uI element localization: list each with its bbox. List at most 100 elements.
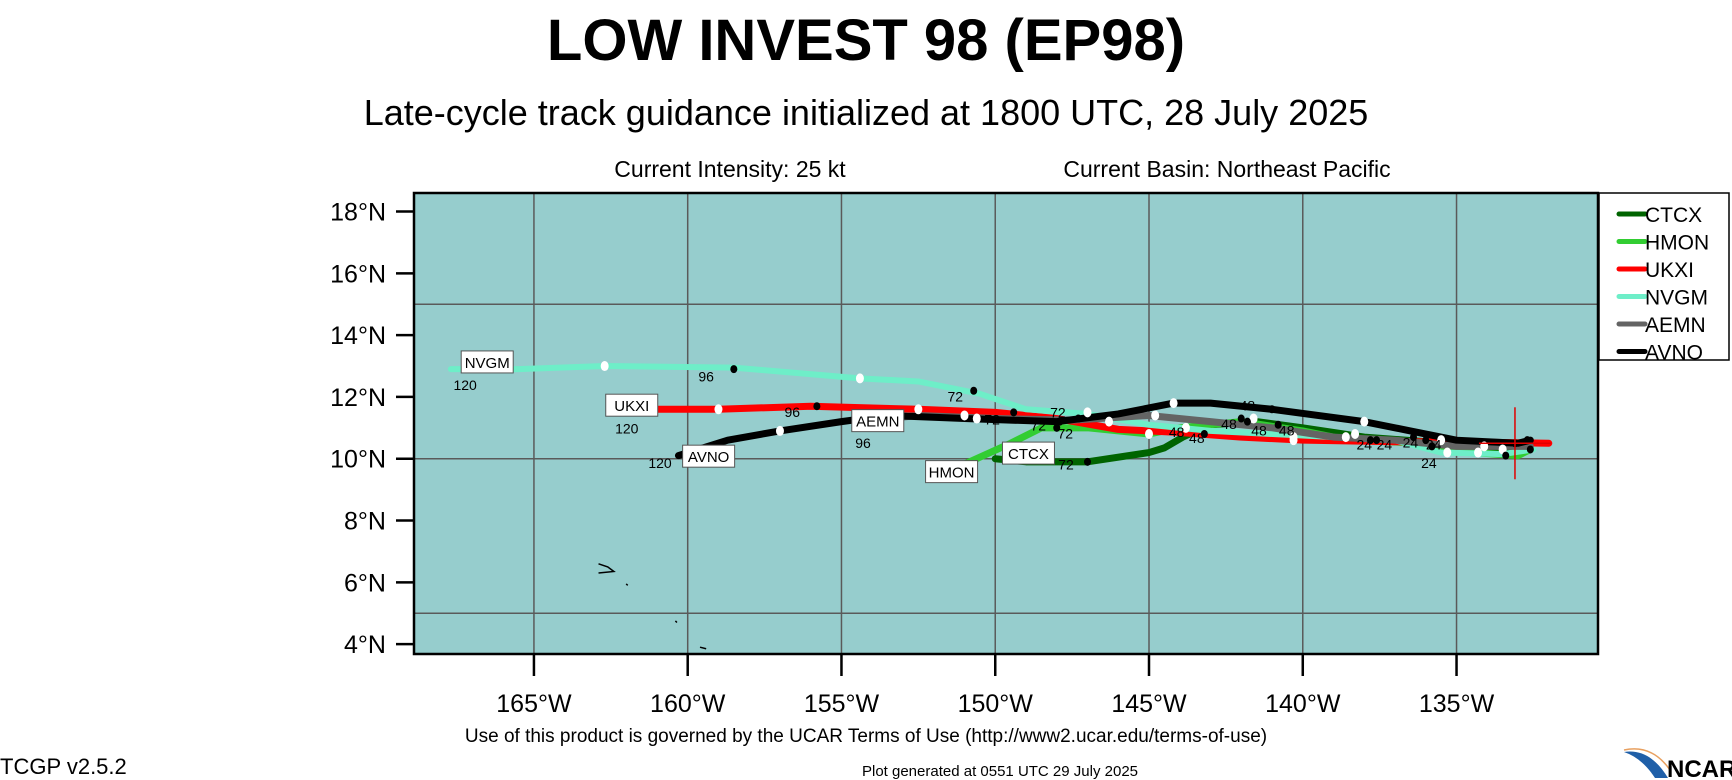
terms-of-use: Use of this product is governed by the U… <box>465 726 1267 747</box>
x-tick-label: 160°W <box>650 690 726 718</box>
forecast-hour-label: 24 <box>1377 436 1393 452</box>
track-marker-black <box>1366 436 1374 445</box>
track-marker-white <box>1249 413 1258 424</box>
forecast-hour-label: 24 <box>1403 435 1419 451</box>
current-position-marker <box>1478 407 1551 480</box>
forecast-hour-label: 24 <box>1426 436 1442 452</box>
y-tick-label: 8°N <box>344 508 386 536</box>
y-tick-label: 6°N <box>344 569 386 597</box>
legend-label-ctcx: CTCX <box>1645 204 1702 227</box>
track-marker-white <box>1145 429 1154 440</box>
track-marker-white <box>600 361 609 372</box>
axes: 18°N 16°N 14°N 12°N 10°N 8°N 6°N 4°N 165°W 160°W 1… <box>330 199 1494 718</box>
forecast-hour-label: 72 <box>1031 418 1047 434</box>
model-label-box <box>851 409 905 433</box>
forecast-hour-label: 48 <box>1189 430 1205 446</box>
y-tick-label: 12°N <box>330 384 386 412</box>
chart-subtitle: Late-cycle track guidance initialized at… <box>364 92 1369 133</box>
model-label-avno: AVNO <box>688 449 729 466</box>
track-marker-black <box>1237 414 1245 423</box>
model-label-aemn: AEMN <box>856 414 899 431</box>
y-tick-label: 4°N <box>344 631 386 659</box>
track-marker-white <box>1083 407 1092 418</box>
model-label-box <box>925 460 979 484</box>
track-marker-white <box>1105 416 1114 427</box>
track-marker-black <box>1523 436 1531 445</box>
track-marker-black <box>1373 436 1381 445</box>
track-nvgm <box>447 363 1537 458</box>
track-marker-black <box>730 365 738 374</box>
island-coastline <box>625 583 629 586</box>
model-label-box <box>460 350 514 374</box>
model-label-box <box>682 444 736 468</box>
track-marker-black <box>1074 414 1082 423</box>
legend-label-nvgm: NVGM <box>1645 287 1708 310</box>
forecast-hour-label: 72 <box>1050 405 1066 421</box>
track-marker-white <box>1169 398 1178 409</box>
track-marker-white <box>1341 432 1350 443</box>
model-label-box <box>1001 441 1055 465</box>
track-marker-black <box>1526 445 1534 454</box>
track-marker-white <box>972 413 981 424</box>
model-label-nvgm: NVGM <box>465 355 510 372</box>
x-tick-label: 165°W <box>496 690 572 718</box>
x-tick-label: 135°W <box>1419 690 1495 718</box>
track-marker-white <box>1360 416 1369 427</box>
track-marker-white <box>1443 447 1452 458</box>
track-marker-black <box>1200 430 1208 439</box>
track-marker-white <box>1151 410 1160 421</box>
track-marker-white <box>1181 422 1190 433</box>
model-label-hmon: HMON <box>929 465 975 482</box>
track-marker-white <box>714 404 723 415</box>
y-tick-label: 16°N <box>330 260 386 288</box>
track-marker-white <box>1289 432 1298 443</box>
version-label: TCGP v2.5.2 <box>0 754 127 779</box>
legend-label-ukxi: UKXI <box>1645 259 1694 282</box>
legend-label-aemn: AEMN <box>1645 314 1706 337</box>
track-marker-white <box>855 373 864 384</box>
forecast-hour-label: 48 <box>1169 424 1185 440</box>
chart-title: LOW INVEST 98 (EP98) <box>547 8 1185 73</box>
current-intensity: Current Intensity: 25 kt <box>614 156 846 182</box>
track-marker-black <box>1409 433 1417 442</box>
forecast-hour-label: 96 <box>784 404 800 420</box>
track-marker-white <box>1351 429 1360 440</box>
forecast-hour-label: 48 <box>1221 416 1237 432</box>
forecast-hour-label: 72 <box>984 412 1000 428</box>
track-marker-black <box>1502 451 1510 460</box>
ncar-logo: NCAR <box>1623 748 1732 780</box>
track-marker-white <box>1437 435 1446 446</box>
track-marker-white <box>914 404 923 415</box>
model-labels: CTCX HMON UKXI NVGM AEMN AVNO <box>460 350 1055 484</box>
track-marker-black <box>1428 442 1436 451</box>
track-markers <box>600 361 1534 466</box>
track-marker-black <box>1268 405 1276 414</box>
map-frame <box>412 191 1600 656</box>
legend <box>1598 192 1730 361</box>
track-avno <box>674 399 1534 460</box>
x-tick-label: 150°W <box>958 690 1034 718</box>
ncar-logo-text: NCAR <box>1667 756 1732 780</box>
forecast-hour-label: 120 <box>453 377 477 393</box>
track-marker-white <box>1474 447 1483 458</box>
forecast-hour-label: 120 <box>615 420 639 436</box>
track-marker-white <box>775 425 784 436</box>
track-marker-white <box>960 410 969 421</box>
model-label-ukxi: UKXI <box>614 398 649 415</box>
plot-generated: Plot generated at 0551 UTC 29 July 2025 <box>862 763 1138 780</box>
y-tick-label: 18°N <box>330 199 386 227</box>
x-tick-label: 155°W <box>804 690 880 718</box>
track-marker-black <box>813 402 821 411</box>
island-coastline <box>699 646 707 650</box>
x-tick-label: 140°W <box>1265 690 1341 718</box>
legend-label-hmon: HMON <box>1645 232 1709 255</box>
model-label-box <box>605 393 659 417</box>
track-marker-black <box>1083 457 1091 466</box>
track-marker-black <box>1010 408 1018 417</box>
y-tick-label: 10°N <box>330 446 386 474</box>
map-background <box>414 193 1598 654</box>
x-tick-label: 145°W <box>1111 690 1187 718</box>
forecast-hour-label: 72 <box>947 388 963 404</box>
